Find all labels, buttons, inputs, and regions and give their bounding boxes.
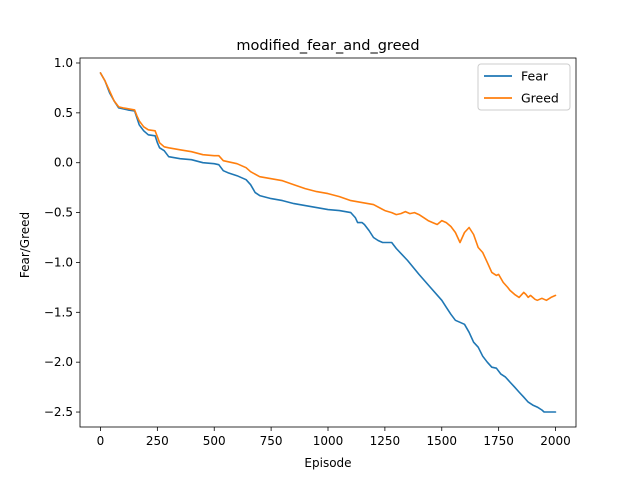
legend-label-fear: Fear — [521, 69, 549, 84]
x-tick-label: 500 — [203, 434, 226, 448]
x-tick-label: 250 — [146, 434, 169, 448]
x-tick-label: 750 — [260, 434, 283, 448]
y-tick-label: −2.0 — [44, 355, 73, 369]
x-tick-label: 1750 — [483, 434, 514, 448]
legend-label-greed: Greed — [521, 91, 559, 106]
series-line-fear — [99, 72, 557, 413]
y-tick-label: 0.5 — [54, 106, 73, 120]
x-axis-label: Episode — [304, 456, 351, 470]
y-tick-label: −0.5 — [44, 206, 73, 220]
legend: Fear Greed — [477, 63, 571, 111]
x-tick-label: 2000 — [540, 434, 571, 448]
y-tick-label: 0.0 — [54, 156, 73, 170]
x-tick-label: 0 — [97, 434, 105, 448]
chart-title: modified_fear_and_greed — [236, 38, 419, 54]
axes-frame — [79, 57, 577, 428]
y-axis-label: Fear/Greed — [18, 212, 32, 278]
x-axis-ticks: 0 250 500 750 1000 1250 1500 1750 2000 — [97, 427, 571, 448]
y-tick-label: −1.0 — [44, 255, 73, 269]
y-tick-label: −1.5 — [44, 305, 73, 319]
x-tick-label: 1250 — [370, 434, 401, 448]
x-tick-label: 1500 — [426, 434, 457, 448]
series-lines — [99, 72, 557, 413]
y-tick-label: 1.0 — [54, 56, 73, 70]
y-axis-ticks: 1.0 0.5 0.0 −0.5 −1.0 −1.5 −2.0 −2.5 — [44, 56, 80, 419]
y-tick-label: −2.5 — [44, 405, 73, 419]
x-tick-label: 1000 — [313, 434, 344, 448]
series-line-greed — [99, 72, 557, 302]
